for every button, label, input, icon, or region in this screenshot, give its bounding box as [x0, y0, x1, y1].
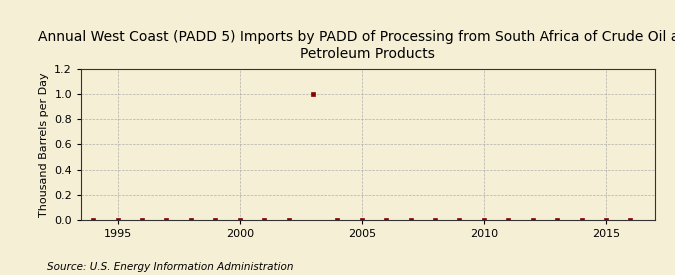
- Y-axis label: Thousand Barrels per Day: Thousand Barrels per Day: [38, 72, 49, 217]
- Title: Annual West Coast (PADD 5) Imports by PADD of Processing from South Africa of Cr: Annual West Coast (PADD 5) Imports by PA…: [38, 31, 675, 61]
- Text: Source: U.S. Energy Information Administration: Source: U.S. Energy Information Administ…: [47, 262, 294, 272]
